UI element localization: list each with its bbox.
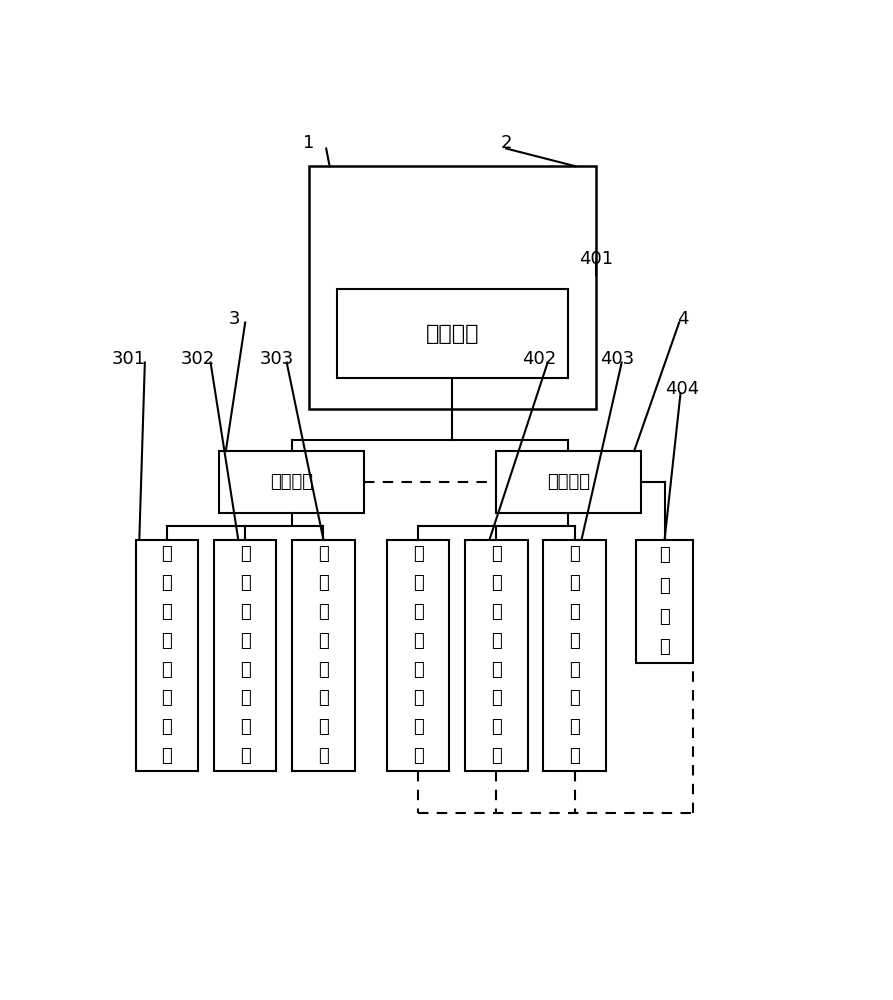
Text: 4: 4 [677, 310, 689, 328]
Bar [136, 540, 198, 771]
Text: 404: 404 [665, 380, 700, 398]
Text: 2: 2 [500, 134, 512, 152]
Text: 第: 第 [569, 545, 580, 563]
Text: 模: 模 [413, 718, 423, 736]
Bar [465, 540, 528, 771]
Text: 集: 集 [240, 632, 251, 650]
Bar [544, 540, 605, 771]
Text: 第: 第 [491, 545, 502, 563]
Text: 子: 子 [491, 603, 502, 621]
Text: 第: 第 [318, 545, 329, 563]
Text: 模: 模 [491, 718, 502, 736]
Text: 集: 集 [491, 632, 502, 650]
Text: 模: 模 [240, 718, 251, 736]
Text: 301: 301 [112, 350, 146, 368]
Text: 第: 第 [240, 545, 251, 563]
Text: 403: 403 [600, 350, 634, 368]
Text: 模: 模 [659, 608, 670, 626]
Text: 集: 集 [569, 632, 580, 650]
Text: 二: 二 [491, 574, 502, 592]
Text: 线: 线 [240, 689, 251, 707]
Text: 子: 子 [569, 603, 580, 621]
Text: 第: 第 [413, 545, 423, 563]
Text: 无线模块: 无线模块 [270, 473, 313, 491]
Text: 定: 定 [569, 661, 580, 679]
Text: 第: 第 [162, 545, 172, 563]
Text: 集: 集 [413, 632, 423, 650]
Text: 模: 模 [318, 718, 329, 736]
Text: 三: 三 [569, 574, 580, 592]
Text: 位: 位 [491, 689, 502, 707]
Text: 302: 302 [181, 350, 215, 368]
Text: 402: 402 [522, 350, 556, 368]
Bar [309, 166, 597, 409]
Text: 303: 303 [259, 350, 294, 368]
Text: 二: 二 [240, 574, 251, 592]
Text: 401: 401 [579, 250, 613, 268]
Text: 块: 块 [240, 747, 251, 765]
Text: 三: 三 [318, 574, 329, 592]
Text: 块: 块 [162, 747, 172, 765]
Text: 定: 定 [491, 661, 502, 679]
Text: 定: 定 [413, 661, 423, 679]
Text: 定位模块: 定位模块 [547, 473, 590, 491]
Text: 模: 模 [569, 718, 580, 736]
Text: 无: 无 [240, 661, 251, 679]
Text: 位: 位 [413, 689, 423, 707]
Text: 通信模块: 通信模块 [426, 324, 480, 344]
Bar [387, 540, 449, 771]
Text: 控: 控 [659, 546, 670, 564]
Text: 3: 3 [230, 310, 240, 328]
Text: 块: 块 [491, 747, 502, 765]
Text: 子: 子 [318, 603, 329, 621]
Text: 子: 子 [162, 603, 172, 621]
Text: 子: 子 [413, 603, 423, 621]
Text: 块: 块 [659, 638, 670, 656]
Bar [636, 540, 693, 663]
Text: 模: 模 [162, 718, 172, 736]
Text: 线: 线 [162, 689, 172, 707]
Text: 一: 一 [413, 574, 423, 592]
Text: 子: 子 [240, 603, 251, 621]
Text: 块: 块 [413, 747, 423, 765]
Text: 制: 制 [659, 577, 670, 595]
Text: 集: 集 [162, 632, 172, 650]
Text: 1: 1 [304, 134, 314, 152]
Text: 位: 位 [569, 689, 580, 707]
Text: 块: 块 [569, 747, 580, 765]
Text: 无: 无 [162, 661, 172, 679]
Bar [292, 540, 355, 771]
Text: 无: 无 [318, 661, 329, 679]
Text: 集: 集 [318, 632, 329, 650]
Bar [214, 540, 276, 771]
Text: 块: 块 [318, 747, 329, 765]
Bar [496, 451, 641, 513]
Bar [337, 289, 569, 378]
Text: 线: 线 [318, 689, 329, 707]
Text: 一: 一 [162, 574, 172, 592]
Bar [219, 451, 364, 513]
